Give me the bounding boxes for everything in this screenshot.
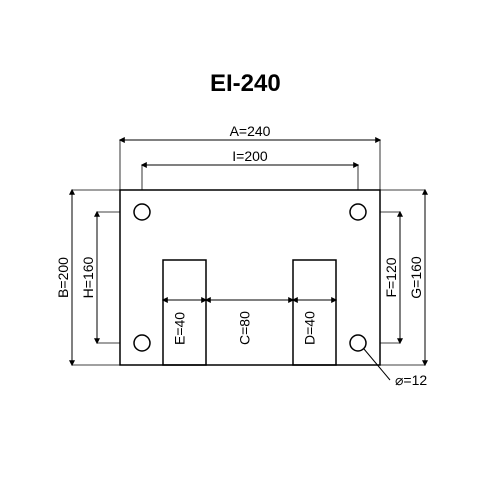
hole-1: [350, 204, 366, 220]
dim-label: H=160: [80, 256, 96, 298]
dim-label: G=160: [408, 256, 424, 299]
dim-diameter: ⌀=12: [395, 372, 427, 388]
hole-0: [134, 204, 150, 220]
hole-3: [350, 335, 366, 351]
dim-label: B=200: [55, 257, 71, 298]
dim-label: D=40: [302, 311, 318, 345]
dim-label: I=200: [232, 148, 268, 164]
dim-label: A=240: [230, 123, 271, 139]
dim-label: C=80: [237, 311, 253, 345]
dim-label: F=120: [383, 257, 399, 297]
hole-2: [134, 335, 150, 351]
dim-label: E=40: [172, 312, 188, 345]
diagram-title: EI-240: [210, 70, 281, 98]
